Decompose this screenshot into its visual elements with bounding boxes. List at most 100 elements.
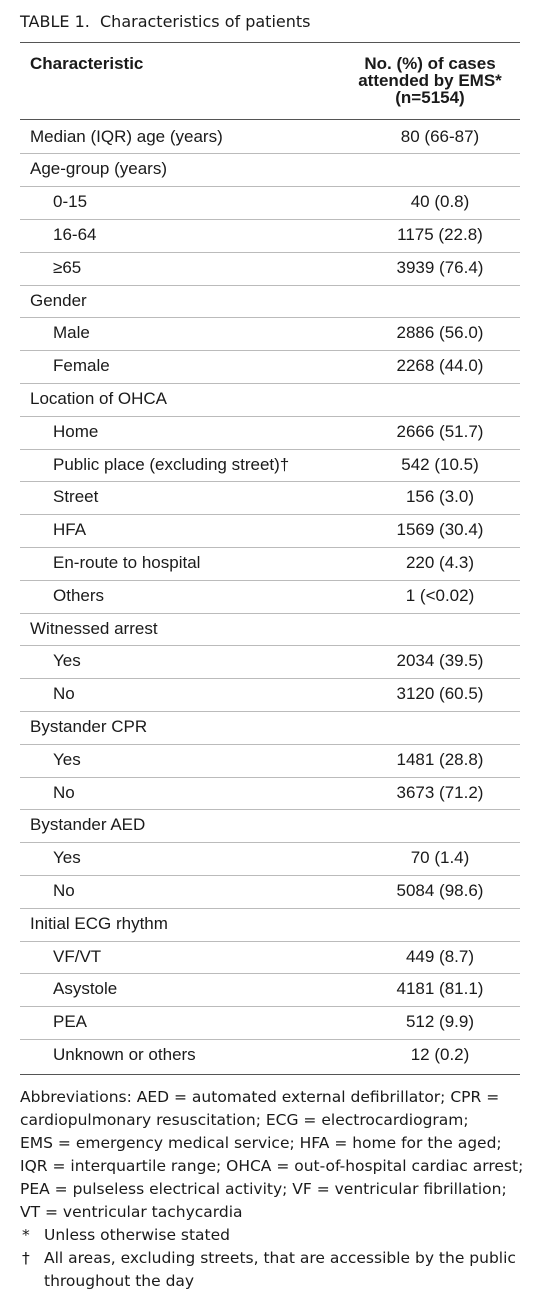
row-divider — [20, 514, 520, 516]
row-value: 1569 (30.4) — [396, 520, 484, 540]
rule — [20, 42, 520, 43]
row-value: 542 (10.5) — [401, 454, 479, 474]
row-divider — [20, 874, 520, 876]
row-divider — [20, 776, 520, 778]
row-label: 16-64 — [53, 224, 97, 244]
row-label: Location of OHCA — [30, 388, 168, 408]
footnote-line: IQR = interquartile range; OHCA = out-of… — [20, 1156, 524, 1175]
row-divider — [20, 218, 520, 220]
row-label: Initial ECG rhythm — [30, 913, 168, 933]
footnote-line: VT = ventricular tachycardia — [20, 1202, 243, 1221]
row-divider — [20, 382, 520, 384]
column-header: Characteristic — [30, 54, 144, 73]
row-divider — [20, 710, 520, 712]
row-label: Median (IQR) age (years) — [30, 126, 223, 146]
rule — [20, 119, 520, 120]
footnote: * Unless otherwise stated — [20, 1224, 520, 1247]
row-value: 3120 (60.5) — [396, 684, 484, 704]
row-label: Yes — [53, 749, 81, 769]
footnote-symbol: * — [22, 1225, 30, 1244]
row-value: 1175 (22.8) — [397, 224, 483, 244]
row-label: Home — [53, 421, 99, 441]
row-label: Yes — [53, 651, 81, 671]
row-value: 2666 (51.7) — [396, 421, 484, 441]
row-value: 1481 (28.8) — [396, 749, 484, 769]
row-divider — [20, 186, 520, 188]
footnote-symbol: † — [22, 1248, 30, 1267]
row-divider — [20, 743, 520, 745]
row-value: 70 (1.4) — [410, 848, 470, 868]
row-value: 5084 (98.6) — [396, 880, 484, 900]
row-label: Street — [53, 487, 99, 507]
row-divider — [20, 973, 520, 975]
footnote-text: All areas, excluding streets, that are a… — [44, 1248, 516, 1290]
row-label: En-route to hospital — [53, 552, 201, 572]
row-divider — [20, 448, 520, 450]
footnote-line: PEA = pulseless electrical activity; VF … — [20, 1179, 507, 1198]
row-label: Public place (excluding street)† — [53, 454, 290, 474]
row-divider — [20, 579, 520, 581]
row-divider — [20, 809, 520, 811]
footnote: † All areas, excluding streets, that are … — [20, 1247, 520, 1293]
column-header: No. (%) of cases — [364, 54, 496, 73]
row-value: 12 (0.2) — [410, 1044, 470, 1064]
row-value: 1 (<0.02) — [405, 585, 475, 605]
row-value: 2034 (39.5) — [396, 651, 484, 671]
row-label: Others — [53, 585, 105, 605]
row-divider — [20, 1038, 520, 1040]
row-divider — [20, 546, 520, 548]
row-label: Witnessed arrest — [30, 618, 158, 638]
row-divider — [20, 678, 520, 680]
row-value: 3939 (76.4) — [396, 257, 484, 277]
row-label: VF/VT — [53, 946, 102, 966]
row-divider — [20, 251, 520, 253]
row-divider — [20, 350, 520, 352]
table-caption: Characteristics of patients — [100, 12, 311, 31]
row-label: Asystole — [53, 979, 118, 999]
row-value: 3673 (71.2) — [396, 782, 484, 802]
row-divider — [20, 153, 520, 155]
row-label: Bystander CPR — [30, 716, 148, 736]
row-divider — [20, 284, 520, 286]
row-label: No — [53, 684, 75, 704]
row-value: 80 (66-87) — [400, 126, 480, 146]
row-label: Female — [53, 356, 110, 376]
row-label: PEA — [53, 1012, 88, 1032]
row-label: Gender — [30, 290, 87, 310]
row-label: Male — [53, 323, 90, 343]
row-divider — [20, 317, 520, 319]
row-divider — [20, 481, 520, 483]
row-value: 4181 (81.1) — [396, 979, 484, 999]
table-title: TABLE 1. Characteristics of patients — [20, 12, 311, 31]
footnote-line: cardiopulmonary resuscitation; ECG = ele… — [20, 1110, 469, 1129]
row-divider — [20, 612, 520, 614]
row-value: 2886 (56.0) — [396, 323, 484, 343]
row-label: Unknown or others — [53, 1044, 196, 1064]
row-divider — [20, 415, 520, 417]
footnote-line: Abbreviations: AED = automated external … — [20, 1087, 500, 1106]
column-header: attended by EMS* — [358, 71, 502, 90]
row-value: 2268 (44.0) — [396, 356, 484, 376]
row-divider — [20, 645, 520, 647]
row-divider — [20, 842, 520, 844]
row-divider — [20, 907, 520, 909]
row-label: Bystander AED — [30, 815, 146, 835]
row-label: Age-group (years) — [30, 159, 168, 179]
table-label: TABLE 1. — [20, 12, 90, 31]
row-value: 449 (8.7) — [405, 946, 475, 966]
row-value: 220 (4.3) — [405, 552, 475, 572]
row-label: No — [53, 880, 75, 900]
row-label: HFA — [53, 520, 87, 540]
row-label: Yes — [53, 848, 81, 868]
row-divider — [20, 940, 520, 942]
column-header: (n=5154) — [395, 88, 465, 107]
row-label: No — [53, 782, 75, 802]
rule — [20, 1073, 520, 1075]
row-value: 40 (0.8) — [410, 192, 470, 212]
row-divider — [20, 1006, 520, 1008]
footnote-text: Unless otherwise stated — [44, 1225, 231, 1244]
row-value: 512 (9.9) — [405, 1012, 475, 1032]
row-label: ≥65 — [53, 257, 82, 277]
footnote-line: EMS = emergency medical service; HFA = h… — [20, 1133, 502, 1152]
